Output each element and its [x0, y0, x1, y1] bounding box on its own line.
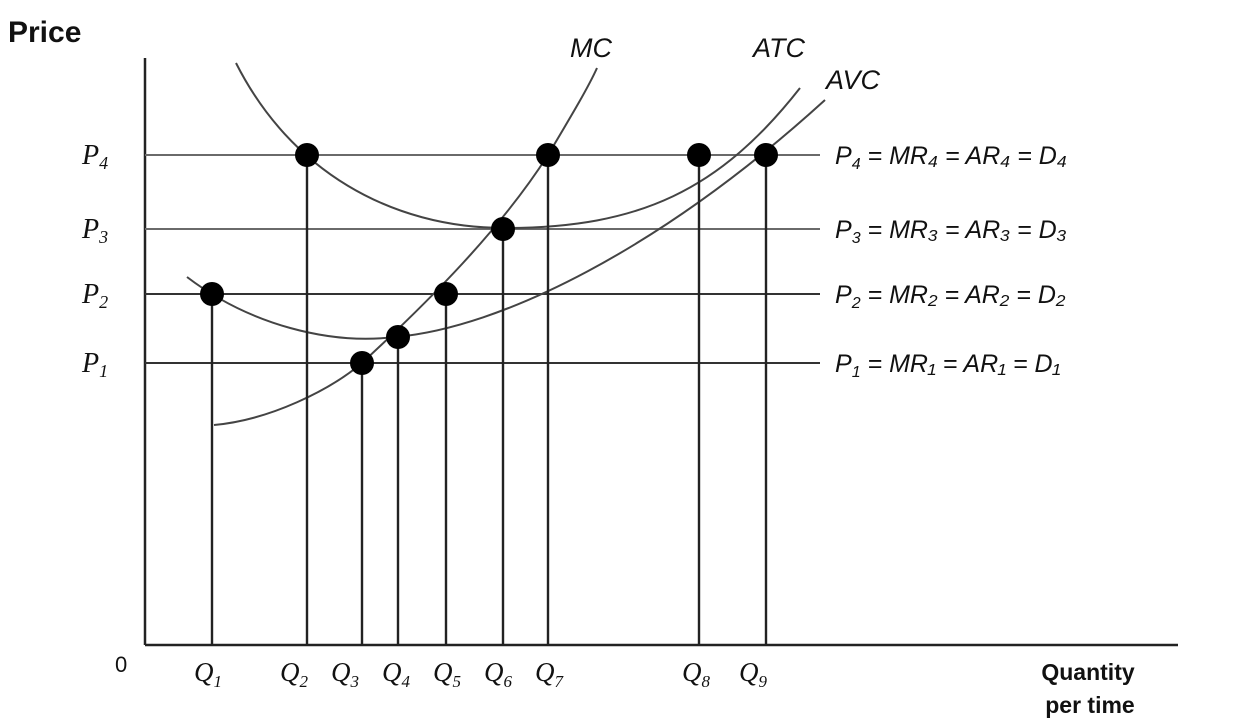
- equation-p2: P2 = MR₂ = AR₂ = D₂: [835, 281, 1066, 312]
- point-q4: [386, 325, 410, 349]
- point-q5-p2: [434, 282, 458, 306]
- quantity-label-q7: Q7: [535, 657, 565, 691]
- equation-p4: P4 = MR₄ = AR₄ = D₄: [835, 142, 1067, 173]
- atc-curve: [235, 62, 801, 230]
- avc-label: AVC: [824, 65, 881, 95]
- mc-label: MC: [570, 33, 612, 63]
- mc-curve: [213, 67, 598, 426]
- point-q1-p2: [200, 282, 224, 306]
- price-label-p2: P2: [81, 279, 108, 312]
- origin-label: 0: [115, 652, 127, 677]
- point-q9-p4: [754, 143, 778, 167]
- quantity-label-q6: Q6: [484, 657, 513, 691]
- point-q3-p1: [350, 351, 374, 375]
- price-label-p3: P3: [81, 214, 108, 247]
- equation-p1: P1 = MR₁ = AR₁ = D₁: [835, 350, 1061, 381]
- point-q8-p4: [687, 143, 711, 167]
- quantity-label-q9: Q9: [739, 657, 768, 691]
- y-axis-title: Price: [8, 16, 81, 49]
- x-axis-title-line2: per time: [1045, 692, 1134, 718]
- quantity-label-q8: Q8: [682, 657, 711, 691]
- price-label-p1: P1: [81, 348, 108, 381]
- quantity-label-q4: Q4: [382, 657, 411, 691]
- quantity-label-q1: Q1: [194, 657, 222, 691]
- x-axis-title-line1: Quantity: [1041, 659, 1134, 685]
- price-label-p4: P4: [81, 140, 108, 173]
- quantity-label-q5: Q5: [433, 657, 461, 691]
- equation-p3: P3 = MR₃ = AR₃ = D₃: [835, 216, 1067, 247]
- quantity-label-q3: Q3: [331, 657, 359, 691]
- quantity-label-q2: Q2: [280, 657, 309, 691]
- atc-label: ATC: [751, 33, 805, 63]
- avc-curve: [186, 99, 826, 340]
- point-q7-p4: [536, 143, 560, 167]
- point-q2-p4: [295, 143, 319, 167]
- point-q6-p3: [491, 217, 515, 241]
